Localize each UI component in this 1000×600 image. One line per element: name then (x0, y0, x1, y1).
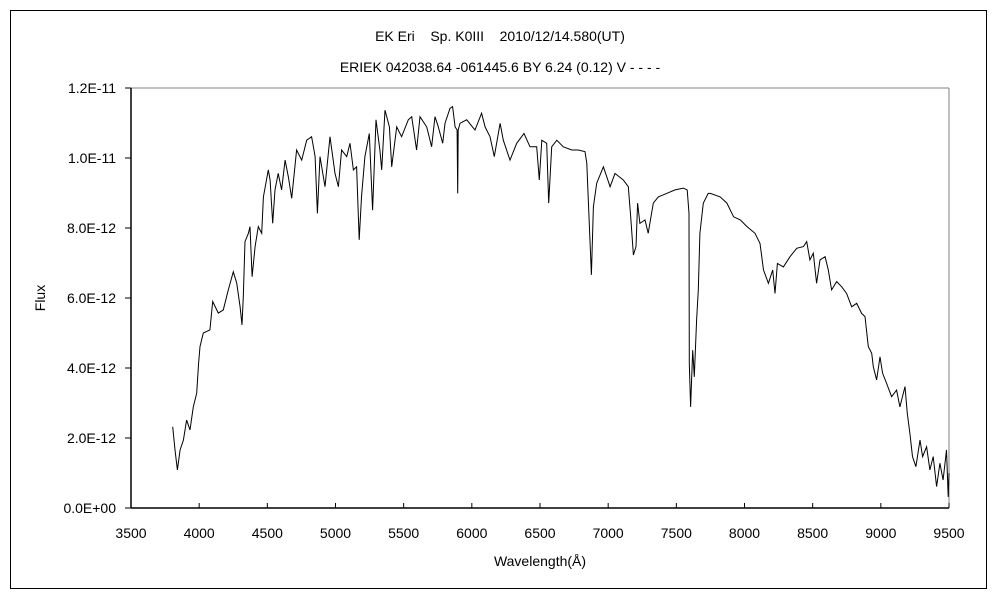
x-tick-label: 8000 (729, 525, 760, 541)
chart-title: EK Eri Sp. K0III 2010/12/14.580(UT) (375, 28, 625, 44)
x-tick-label: 4500 (252, 525, 283, 541)
chart-subtitle: ERIEK 042038.64 -061445.6 BY 6.24 (0.12)… (339, 59, 661, 75)
x-tick-label: 3500 (115, 525, 146, 541)
x-axis-label: Wavelength(Å) (494, 553, 586, 569)
y-tick-label: 0.0E+00 (63, 500, 116, 516)
y-tick-label: 1.0E-11 (68, 150, 116, 166)
y-axis-label: Flux (32, 285, 48, 311)
x-tick-label: 7000 (593, 525, 624, 541)
x-tick-label: 5000 (320, 525, 351, 541)
x-tick-label: 8500 (797, 525, 828, 541)
x-tick-label: 4000 (184, 525, 215, 541)
spectrum-line (172, 105, 950, 497)
x-tick-label: 6500 (524, 525, 555, 541)
y-tick-label: 6.0E-12 (67, 290, 116, 306)
y-tick-label: 1.2E-11 (68, 80, 116, 96)
chart-frame (10, 10, 987, 589)
x-tick-label: 5500 (388, 525, 419, 541)
y-tick-label: 8.0E-12 (67, 220, 116, 236)
y-tick-label: 4.0E-12 (67, 360, 116, 376)
x-tick-label: 7500 (661, 525, 692, 541)
x-tick-label: 6000 (456, 525, 487, 541)
y-tick-label: 2.0E-12 (67, 430, 116, 446)
x-tick-label: 9000 (865, 525, 896, 541)
x-tick-label: 9500 (933, 525, 964, 541)
